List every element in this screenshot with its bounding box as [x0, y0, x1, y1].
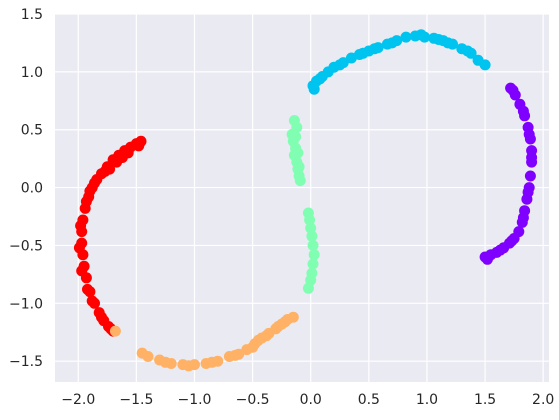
data-point — [517, 105, 529, 117]
data-point — [75, 220, 87, 232]
data-point — [76, 265, 88, 277]
data-point — [494, 244, 506, 256]
x-tick-label: 1.0 — [416, 392, 438, 408]
y-tick-label: 0.5 — [21, 123, 43, 139]
data-point — [522, 186, 534, 198]
data-point — [526, 152, 538, 163]
data-point — [415, 29, 427, 41]
data-point — [308, 83, 320, 95]
y-axis-tick-labels: 1.5 1.0 0.5 0.0 −0.5 −1.0 −1.5 — [9, 7, 43, 370]
data-point — [306, 230, 318, 242]
grid-lines — [55, 13, 549, 382]
x-tick-label: 2.0 — [532, 392, 554, 408]
data-point — [293, 161, 305, 173]
data-point — [302, 282, 314, 294]
y-tick-label: −0.5 — [9, 238, 43, 254]
data-points — [73, 29, 538, 372]
data-point — [229, 349, 241, 361]
data-point — [109, 325, 121, 337]
data-point — [369, 43, 381, 55]
data-point — [400, 31, 412, 43]
data-point — [86, 295, 98, 307]
data-point — [159, 356, 171, 368]
data-point — [481, 253, 493, 265]
data-point — [133, 140, 145, 152]
y-tick-label: −1.5 — [9, 354, 43, 370]
series-0 — [73, 135, 147, 337]
series-3 — [307, 29, 491, 95]
series-4 — [479, 82, 538, 265]
data-point — [287, 311, 299, 323]
y-tick-label: 1.0 — [21, 65, 43, 81]
data-point — [116, 152, 128, 163]
data-point — [524, 170, 536, 182]
data-point — [84, 185, 96, 197]
data-point — [142, 351, 154, 362]
x-tick-label: −1.5 — [119, 392, 153, 408]
data-point — [307, 258, 319, 270]
data-point — [479, 59, 491, 71]
y-tick-label: 1.5 — [21, 7, 43, 23]
data-point — [386, 37, 398, 49]
data-point — [304, 214, 316, 226]
data-point — [82, 283, 93, 295]
data-point — [314, 73, 326, 85]
data-point — [506, 235, 518, 247]
data-point — [292, 147, 304, 159]
data-point — [442, 37, 454, 49]
data-point — [507, 84, 519, 96]
data-point — [290, 131, 302, 143]
data-point — [104, 163, 116, 175]
x-axis-tick-labels: −2.0 −1.5 −1.0 −0.5 0.0 0.5 1.0 1.5 2.0 — [61, 392, 554, 408]
data-point — [96, 311, 107, 323]
y-tick-label: 0.0 — [21, 181, 43, 197]
data-point — [305, 222, 317, 234]
x-tick-label: −0.5 — [236, 392, 270, 408]
data-point — [433, 34, 445, 45]
x-tick-label: −2.0 — [61, 392, 95, 408]
data-point — [261, 330, 272, 342]
data-point — [183, 360, 195, 372]
x-tick-label: −1.0 — [177, 392, 211, 408]
data-point — [89, 177, 100, 189]
data-point — [357, 47, 369, 59]
data-point — [308, 249, 320, 261]
data-point — [279, 316, 291, 328]
x-tick-label: 0.0 — [300, 392, 322, 408]
data-point — [517, 212, 529, 224]
data-point — [334, 59, 346, 71]
data-point — [462, 45, 474, 57]
y-tick-label: −1.0 — [9, 296, 43, 312]
series-2 — [286, 115, 320, 294]
data-point — [80, 196, 92, 207]
data-point — [206, 356, 218, 368]
series-1 — [109, 311, 299, 372]
x-tick-label: 0.5 — [358, 392, 380, 408]
plot-background — [55, 14, 549, 382]
data-point — [307, 239, 319, 251]
data-point — [294, 175, 306, 187]
data-point — [523, 128, 535, 140]
data-point — [73, 242, 85, 254]
data-point — [252, 334, 264, 346]
x-tick-label: 1.5 — [474, 392, 496, 408]
